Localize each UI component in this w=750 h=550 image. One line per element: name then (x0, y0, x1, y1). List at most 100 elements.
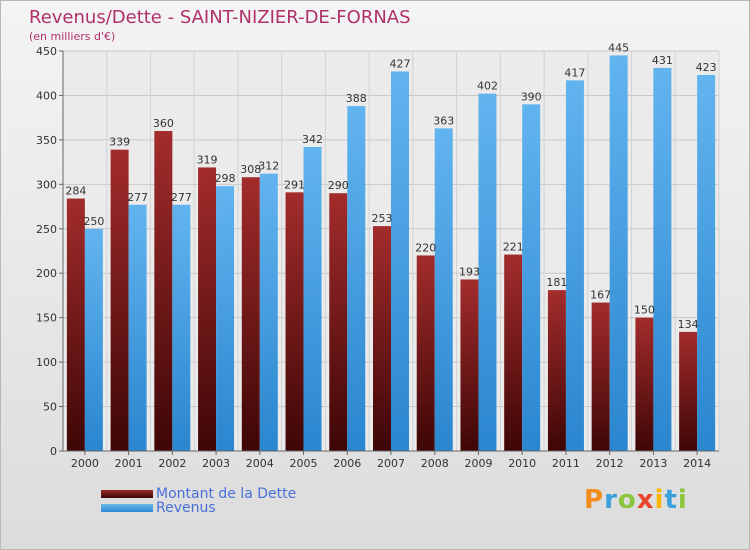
data-label-dette: 181 (546, 276, 567, 289)
data-label-revenus: 388 (346, 92, 367, 105)
y-tick-label: 250 (36, 223, 57, 236)
bar-dette (110, 149, 129, 451)
bar-revenus (259, 173, 278, 451)
data-label-revenus: 402 (477, 80, 498, 93)
bar-dette (329, 193, 348, 451)
data-label-dette: 253 (372, 212, 393, 225)
bar-revenus (653, 67, 672, 451)
legend-label-revenus: Revenus (156, 500, 216, 516)
x-tick-label: 2008 (421, 457, 449, 470)
bar-dette (504, 254, 523, 451)
data-label-dette: 167 (590, 289, 611, 302)
bar-revenus (172, 204, 191, 451)
legend-swatch-dette (101, 490, 153, 498)
bar-dette (373, 226, 391, 451)
bar-revenus (216, 186, 235, 451)
data-label-revenus: 277 (127, 191, 148, 204)
logo-letter: r (604, 485, 618, 515)
bar-dette (285, 192, 304, 452)
bar-dette (460, 279, 479, 451)
y-tick-label: 150 (36, 312, 57, 325)
data-label-dette: 284 (65, 185, 86, 198)
bar-revenus (84, 228, 103, 451)
bar-dette (198, 167, 217, 451)
data-label-revenus: 342 (302, 133, 323, 146)
data-label-dette: 150 (634, 304, 655, 317)
x-tick-label: 2014 (683, 457, 711, 470)
bar-dette (154, 131, 173, 451)
data-label-revenus: 431 (652, 54, 673, 67)
data-label-revenus: 298 (215, 172, 236, 185)
bar-revenus (434, 128, 453, 451)
bar-revenus (522, 104, 541, 451)
y-tick-label: 300 (36, 178, 57, 191)
logo-letter: i (677, 485, 688, 515)
data-label-revenus: 427 (390, 57, 411, 70)
y-tick-label: 100 (36, 356, 57, 369)
bar-dette (416, 255, 435, 451)
y-tick-label: 50 (43, 401, 57, 414)
bar-dette (241, 177, 260, 451)
bar-revenus (697, 75, 716, 451)
x-tick-label: 2006 (333, 457, 361, 470)
bar-dette (635, 317, 654, 451)
data-label-dette: 290 (328, 179, 349, 192)
x-tick-label: 2004 (246, 457, 274, 470)
data-label-dette: 220 (415, 241, 436, 254)
x-tick-label: 2005 (290, 457, 318, 470)
x-tick-label: 2012 (596, 457, 624, 470)
legend-label-dette: Montant de la Dette (156, 486, 297, 502)
y-tick-label: 200 (36, 267, 57, 280)
data-label-revenus: 417 (564, 66, 585, 79)
bar-revenus (478, 93, 497, 452)
bar-revenus (303, 147, 322, 451)
x-tick-label: 2000 (71, 457, 99, 470)
data-label-dette: 193 (459, 265, 480, 278)
data-label-dette: 308 (240, 163, 261, 176)
logo-letter: t (664, 485, 678, 515)
x-tick-label: 2013 (639, 457, 667, 470)
data-label-revenus: 363 (433, 114, 454, 127)
x-tick-label: 2009 (464, 457, 492, 470)
bar-dette (679, 331, 698, 451)
chart-title: Revenus/Dette - SAINT-NIZIER-DE-FORNAS (29, 7, 411, 28)
data-label-revenus: 312 (258, 160, 279, 173)
x-tick-label: 2011 (552, 457, 580, 470)
data-label-dette: 134 (678, 318, 699, 331)
chart-subtitle: (en milliers d'€) (29, 30, 116, 43)
y-tick-label: 0 (50, 445, 57, 458)
x-tick-label: 2001 (115, 457, 143, 470)
bar-revenus (609, 55, 628, 451)
x-tick-label: 2007 (377, 457, 405, 470)
legend-swatch-revenus (101, 504, 153, 512)
y-tick-label: 350 (36, 134, 57, 147)
logo-letter: i (654, 485, 665, 515)
x-tick-label: 2003 (202, 457, 230, 470)
bar-dette (66, 198, 85, 451)
data-label-dette: 360 (153, 117, 174, 130)
logo-letter: P (584, 485, 605, 515)
data-label-revenus: 445 (608, 41, 629, 54)
x-tick-label: 2002 (158, 457, 186, 470)
bar-dette (547, 290, 566, 451)
data-label-dette: 221 (503, 241, 524, 254)
x-tick-label: 2010 (508, 457, 536, 470)
y-tick-label: 400 (36, 89, 57, 102)
y-tick-label: 450 (36, 45, 57, 58)
bar-dette (591, 302, 610, 451)
bar-revenus (128, 204, 147, 451)
logo-letter: o (617, 485, 637, 515)
data-label-revenus: 250 (83, 215, 104, 228)
proxiti-logo: Proxiti (584, 485, 688, 515)
data-label-revenus: 390 (521, 90, 542, 103)
data-label-dette: 291 (284, 178, 305, 191)
data-label-revenus: 423 (696, 61, 717, 74)
data-label-dette: 339 (109, 136, 130, 149)
logo-letter: x (636, 485, 655, 515)
bar-revenus (391, 71, 409, 451)
bar-revenus (347, 106, 366, 451)
data-label-dette: 319 (197, 153, 218, 166)
data-label-revenus: 277 (171, 191, 192, 204)
